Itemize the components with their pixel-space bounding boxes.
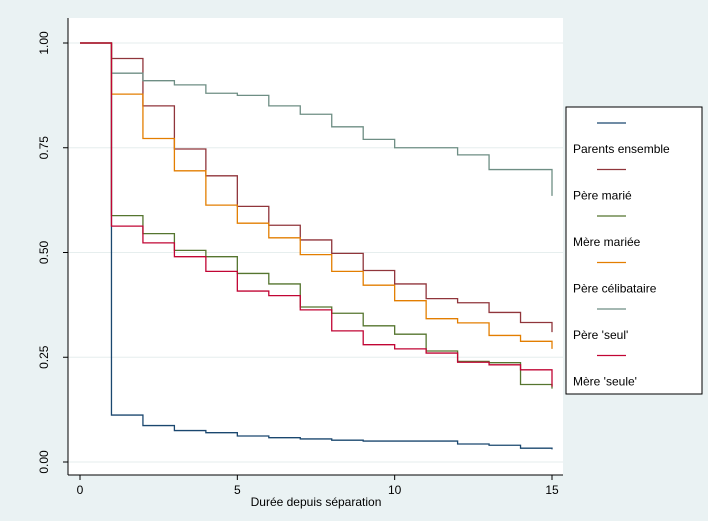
legend-label: Parents ensemble bbox=[573, 142, 670, 156]
x-tick-label: 10 bbox=[388, 483, 402, 497]
legend-label: Père 'seul' bbox=[573, 328, 628, 342]
x-tick-label: 15 bbox=[545, 483, 559, 497]
y-tick-label: 0.00 bbox=[37, 450, 51, 474]
y-tick-label: 0.25 bbox=[37, 345, 51, 369]
series-line-3 bbox=[80, 42, 553, 389]
series-line-1 bbox=[80, 42, 553, 450]
x-tick-label: 5 bbox=[234, 483, 241, 497]
series-line-5 bbox=[80, 42, 553, 196]
plot-area bbox=[68, 18, 563, 475]
y-tick-label: 1.00 bbox=[37, 31, 51, 55]
legend: Parents ensemble Père marié Mère mariée Pèr… bbox=[565, 106, 703, 395]
legend-label: Père célibataire bbox=[573, 282, 657, 296]
series-line-2 bbox=[80, 42, 553, 333]
legend-label: Père marié bbox=[573, 189, 632, 203]
series-line-6 bbox=[80, 42, 553, 387]
x-axis-title: Durée depuis séparation bbox=[251, 495, 382, 509]
y-tick-label: 0.50 bbox=[37, 240, 51, 264]
legend-label: Mère 'seule' bbox=[573, 375, 637, 389]
y-tick-label: 0.75 bbox=[37, 136, 51, 160]
axes bbox=[67, 18, 563, 476]
x-tick-label: 0 bbox=[77, 483, 84, 497]
x-ticks: 0 5 10 15 bbox=[77, 475, 559, 497]
y-ticks: 0.00 0.25 0.50 0.75 1.00 bbox=[37, 31, 68, 474]
gridlines bbox=[68, 42, 563, 463]
legend-label: Mère mariée bbox=[573, 235, 641, 249]
series-lines bbox=[80, 42, 553, 450]
series-line-4 bbox=[80, 42, 553, 349]
legend-box bbox=[565, 106, 703, 395]
